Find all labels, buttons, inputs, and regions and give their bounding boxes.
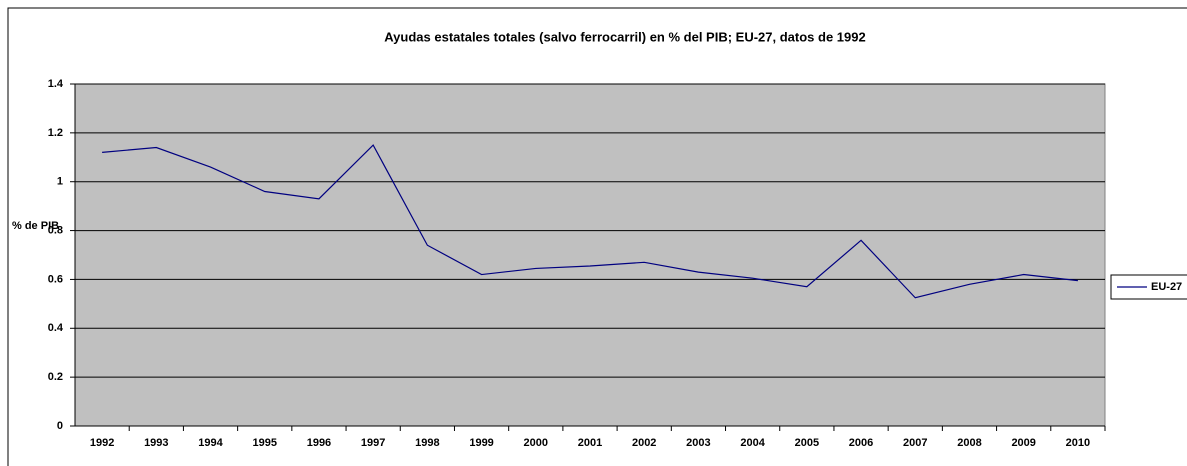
x-tick-label: 2010 [1066,437,1090,449]
x-tick-label: 2004 [740,437,765,449]
x-tick-label: 2000 [524,437,548,449]
chart-title: Ayudas estatales totales (salvo ferrocar… [384,29,865,44]
x-tick-label: 1992 [90,437,114,449]
x-tick-label: 1997 [361,437,385,449]
data-line [102,144,1078,299]
x-tick-label: 1999 [469,437,493,449]
y-tick-label: 0 [57,420,63,432]
x-tick-label: 2005 [795,437,819,449]
y-tick-label: 0.6 [48,273,63,285]
x-tick-label: 2007 [903,437,927,449]
y-tick-label: 0.4 [48,322,64,334]
x-tick-label: 1994 [198,437,223,449]
x-tick-label: 1998 [415,437,439,449]
x-tick-label: 1993 [144,437,168,449]
x-tick-label: 1996 [307,437,331,449]
plot-area [74,83,1106,427]
x-tick-label: 2006 [849,437,873,449]
y-tick-label: 1.2 [48,127,63,139]
x-tick-label: 2001 [578,437,602,449]
legend-label: EU-27 [1151,281,1182,293]
y-axis-label: % de PIB [12,220,59,232]
y-tick-label: 0.8 [48,224,63,236]
x-tick-label: 1995 [252,437,276,449]
y-tick-label: 1 [57,176,63,188]
y-tick-label: 0.2 [48,371,63,383]
x-tick-label: 2008 [957,437,981,449]
y-tick-label: 1.4 [48,78,64,90]
x-tick-label: 2002 [632,437,656,449]
x-tick-label: 2009 [1011,437,1035,449]
x-tick-label: 2003 [686,437,710,449]
